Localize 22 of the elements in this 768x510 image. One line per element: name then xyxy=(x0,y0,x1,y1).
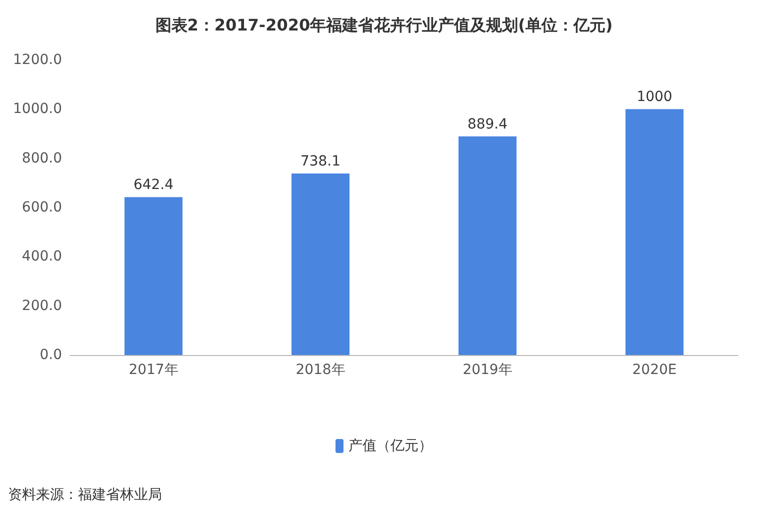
y-tick-label: 0.0 xyxy=(40,347,62,363)
y-tick-label: 400.0 xyxy=(22,248,62,265)
data-label: 642.4 xyxy=(133,177,174,194)
y-tick-label: 1000.0 xyxy=(13,101,62,118)
text: 资料来源：福建省林业局 xyxy=(8,487,162,503)
y-tick-label: 200.0 xyxy=(22,298,62,314)
data-label: 738.1 xyxy=(300,154,341,170)
bar xyxy=(458,136,516,355)
y-tick-label: 1200.0 xyxy=(13,52,62,68)
x-tick-label: 2018年 xyxy=(296,362,346,378)
x-tick-label: 2017年 xyxy=(128,362,178,378)
bar xyxy=(292,174,350,355)
legend-label: 产值（亿元） xyxy=(348,438,432,454)
bar xyxy=(626,109,684,355)
y-tick-label: 800.0 xyxy=(22,150,62,166)
data-label: 1000 xyxy=(636,89,672,106)
bar xyxy=(124,197,182,355)
chart-title: 图表2：2017-2020年福建省花卉行业产值及规划(单位：亿元) xyxy=(155,16,613,34)
y-tick-label: 600.0 xyxy=(22,200,62,216)
data-label: 889.4 xyxy=(467,116,508,132)
x-tick-label: 2020E xyxy=(632,362,677,378)
x-tick-label: 2019年 xyxy=(462,362,512,378)
